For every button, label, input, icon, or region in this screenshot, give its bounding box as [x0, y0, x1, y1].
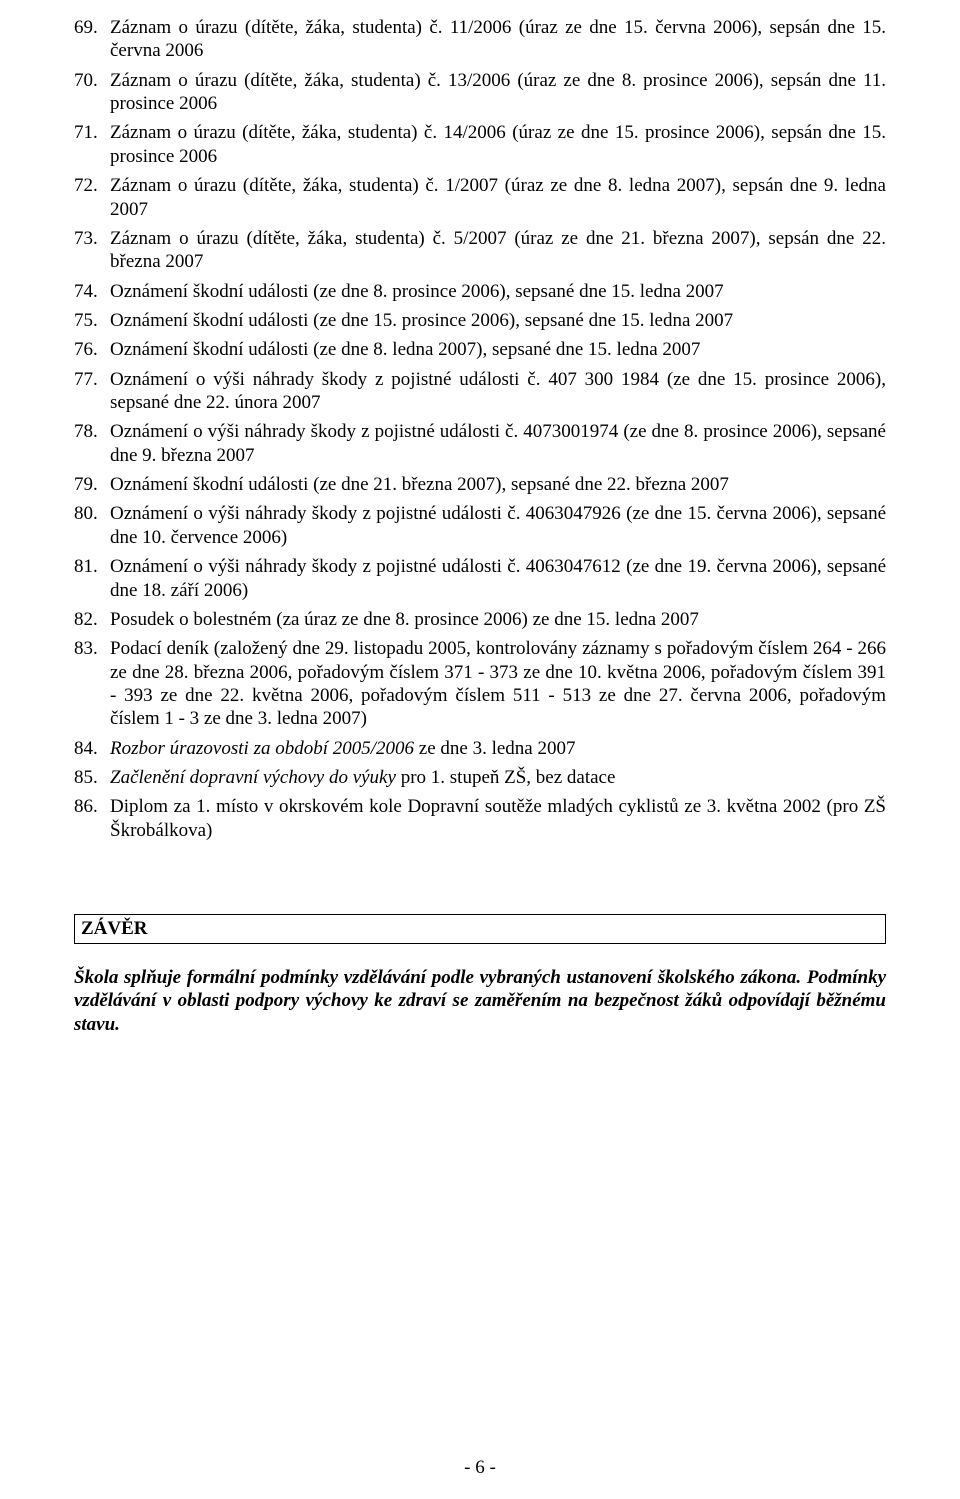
item-text: Oznámení škodní události (ze dne 21. bře… [110, 474, 729, 495]
list-item: 72.Záznam o úrazu (dítěte, žáka, student… [110, 174, 886, 221]
conclusion-paragraph: Škola splňuje formální podmínky vzdělává… [74, 966, 886, 1037]
item-text: Záznam o úrazu (dítěte, žáka, studenta) … [110, 175, 886, 219]
item-text: Oznámení o výši náhrady škody z pojistné… [110, 503, 886, 547]
list-item: 78.Oznámení o výši náhrady škody z pojis… [110, 420, 886, 467]
item-number: 79. [74, 473, 106, 496]
item-number: 77. [74, 368, 106, 391]
item-text: Oznámení o výši náhrady škody z pojistné… [110, 369, 886, 413]
item-number: 83. [74, 637, 106, 660]
item-text: Posudek o bolestném (za úraz ze dne 8. p… [110, 609, 699, 630]
list-item: 71.Záznam o úrazu (dítěte, žáka, student… [110, 121, 886, 168]
list-item: 82.Posudek o bolestném (za úraz ze dne 8… [110, 608, 886, 631]
item-text: Oznámení o výši náhrady škody z pojistné… [110, 556, 886, 600]
list-item: 74.Oznámení škodní události (ze dne 8. p… [110, 280, 886, 303]
numbered-list: 69.Záznam o úrazu (dítěte, žáka, student… [74, 16, 886, 842]
item-number: 74. [74, 280, 106, 303]
list-item: 85.Začlenění dopravní výchovy do výuky p… [110, 766, 886, 789]
item-number: 86. [74, 795, 106, 818]
document-page: 69.Záznam o úrazu (dítěte, žáka, student… [0, 0, 960, 1499]
conclusion-heading: ZÁVĚR [81, 918, 148, 939]
item-number: 71. [74, 121, 106, 144]
item-number: 78. [74, 420, 106, 443]
item-number: 81. [74, 555, 106, 578]
conclusion-heading-box: ZÁVĚR [74, 914, 886, 943]
item-text: Oznámení škodní události (ze dne 15. pro… [110, 310, 733, 331]
item-text: Oznámení škodní události (ze dne 8. ledn… [110, 339, 700, 360]
item-italic-prefix: Začlenění dopravní výchovy do výuky [110, 767, 396, 788]
item-number: 85. [74, 766, 106, 789]
list-item: 86.Diplom za 1. místo v okrskovém kole D… [110, 795, 886, 842]
item-number: 82. [74, 608, 106, 631]
list-item: 81.Oznámení o výši náhrady škody z pojis… [110, 555, 886, 602]
item-italic-prefix: Rozbor úrazovosti za období 2005/2006 [110, 738, 414, 759]
item-text: Záznam o úrazu (dítěte, žáka, studenta) … [110, 122, 886, 166]
list-item: 75.Oznámení škodní události (ze dne 15. … [110, 309, 886, 332]
item-text: Oznámení o výši náhrady škody z pojistné… [110, 421, 886, 465]
list-item: 69.Záznam o úrazu (dítěte, žáka, student… [110, 16, 886, 63]
list-item: 84.Rozbor úrazovosti za období 2005/2006… [110, 737, 886, 760]
item-text: Podací deník (založený dne 29. listopadu… [110, 638, 886, 729]
item-number: 84. [74, 737, 106, 760]
item-text: Záznam o úrazu (dítěte, žáka, studenta) … [110, 70, 886, 114]
item-text: Záznam o úrazu (dítěte, žáka, studenta) … [110, 17, 886, 61]
list-item: 76.Oznámení škodní události (ze dne 8. l… [110, 338, 886, 361]
item-number: 69. [74, 16, 106, 39]
list-item: 77.Oznámení o výši náhrady škody z pojis… [110, 368, 886, 415]
item-number: 73. [74, 227, 106, 250]
item-number: 80. [74, 502, 106, 525]
list-item: 83.Podací deník (založený dne 29. listop… [110, 637, 886, 730]
item-number: 72. [74, 174, 106, 197]
item-tail: ze dne 3. ledna 2007 [414, 738, 575, 759]
item-tail: pro 1. stupeň ZŠ, bez datace [396, 767, 615, 788]
list-item: 79.Oznámení škodní události (ze dne 21. … [110, 473, 886, 496]
item-text: Diplom za 1. místo v okrskovém kole Dopr… [110, 796, 886, 840]
list-item: 80.Oznámení o výši náhrady škody z pojis… [110, 502, 886, 549]
item-number: 76. [74, 338, 106, 361]
item-number: 70. [74, 69, 106, 92]
item-number: 75. [74, 309, 106, 332]
item-text: Záznam o úrazu (dítěte, žáka, studenta) … [110, 228, 886, 272]
page-number-footer: - 6 - [0, 1456, 960, 1479]
list-item: 73.Záznam o úrazu (dítěte, žáka, student… [110, 227, 886, 274]
item-text: Oznámení škodní události (ze dne 8. pros… [110, 281, 724, 302]
list-item: 70.Záznam o úrazu (dítěte, žáka, student… [110, 69, 886, 116]
